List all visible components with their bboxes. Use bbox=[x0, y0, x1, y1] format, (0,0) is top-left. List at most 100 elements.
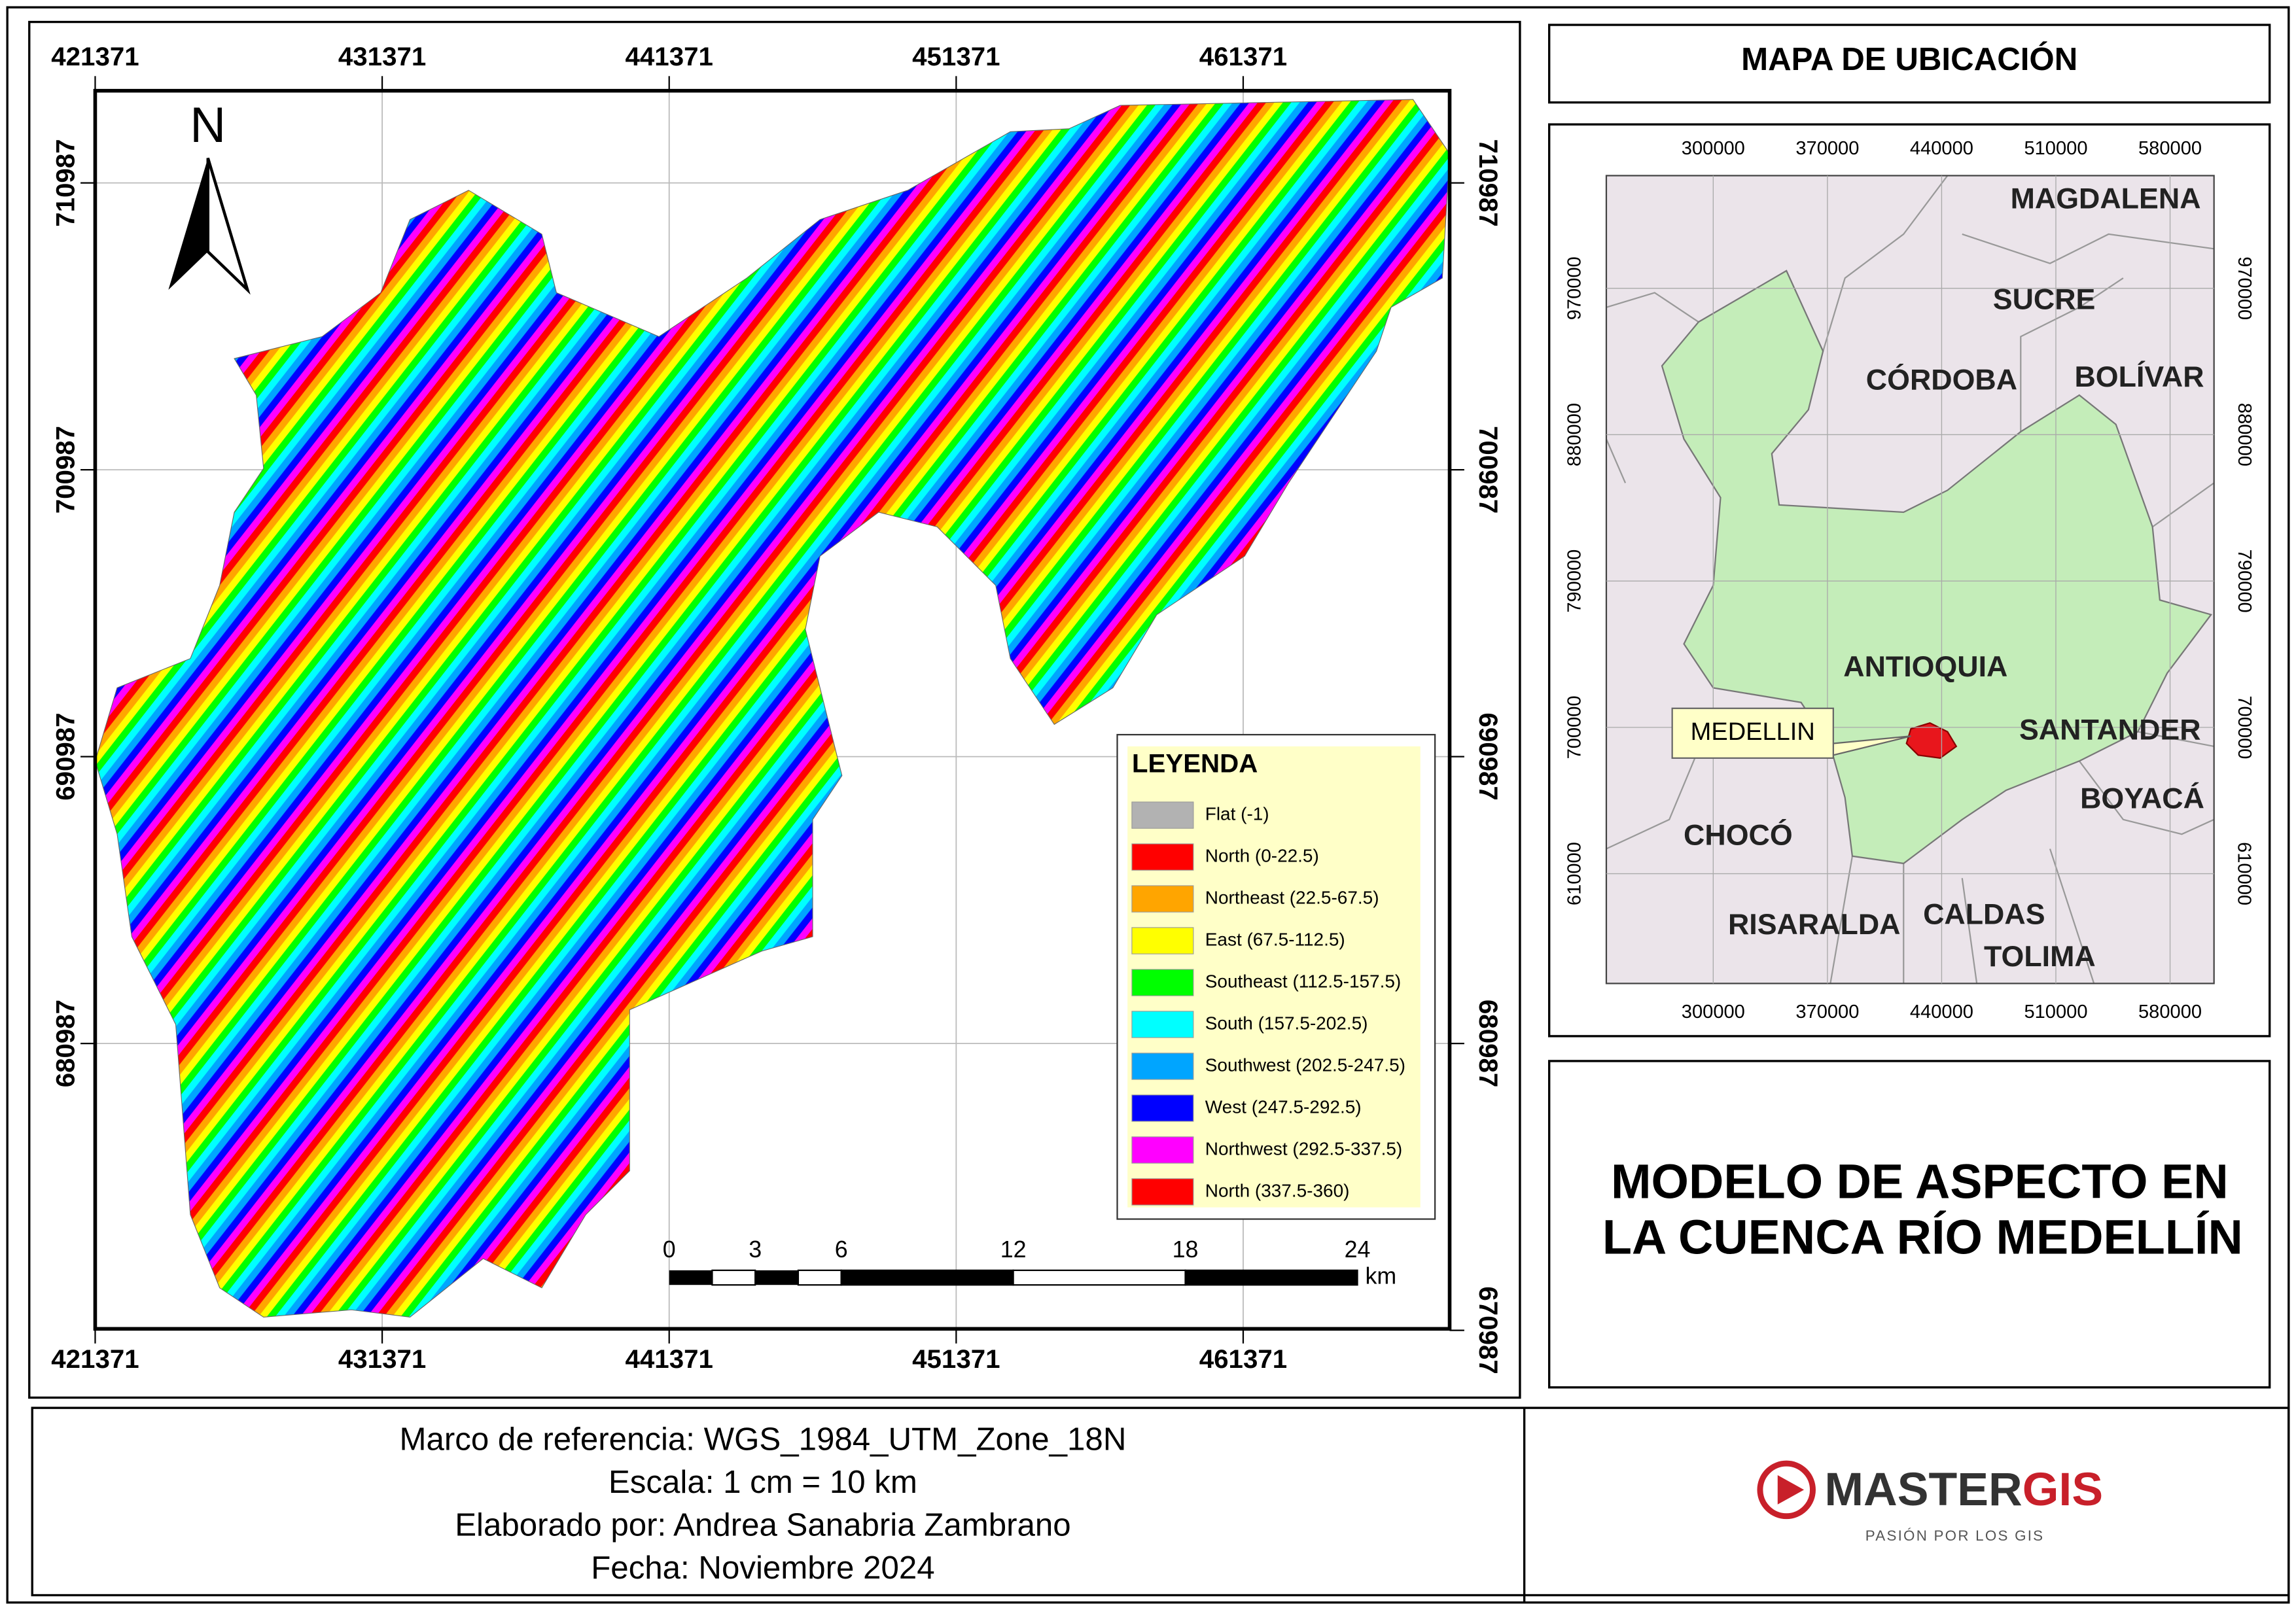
scale-segment bbox=[1012, 1269, 1186, 1286]
x-tick-label: 461371 bbox=[1199, 42, 1287, 71]
scale-unit: km bbox=[1365, 1263, 1396, 1289]
legend-label: East (67.5-112.5) bbox=[1205, 929, 1345, 949]
x-tick-label: 461371 bbox=[1199, 1344, 1287, 1374]
scale-label: 0 bbox=[663, 1236, 676, 1263]
logo-name-accent: GIS bbox=[2022, 1463, 2103, 1516]
legend-swatch bbox=[1131, 1053, 1194, 1080]
x-tick-label: 441371 bbox=[626, 1344, 713, 1374]
y-tick-label: 700987 bbox=[1474, 426, 1503, 514]
inset-x-label: 370000 bbox=[1795, 138, 1859, 159]
department-label: RISARALDA bbox=[1728, 908, 1901, 941]
inset-neatline bbox=[1605, 175, 2215, 985]
inset-y-label: 700000 bbox=[1564, 695, 1585, 759]
x-tick-label: 441371 bbox=[626, 42, 713, 71]
inset-map bbox=[1606, 175, 2214, 984]
legend-swatch bbox=[1131, 969, 1194, 996]
y-tick-label: 690987 bbox=[1474, 712, 1503, 800]
legend-label: South (157.5-202.5) bbox=[1205, 1013, 1368, 1033]
inset-x-label: 440000 bbox=[1910, 138, 1973, 159]
inset-x-label: 510000 bbox=[2024, 138, 2087, 159]
legend-swatch bbox=[1131, 1094, 1194, 1122]
department-label: CALDAS bbox=[1923, 898, 2045, 930]
y-tick-label: 670987 bbox=[1474, 1286, 1503, 1374]
inset-x-label: 440000 bbox=[1910, 1002, 1973, 1022]
legend-title: LEYENDA bbox=[1132, 749, 1258, 778]
footer-line: Elaborado por: Andrea Sanabria Zambrano bbox=[455, 1507, 1070, 1543]
y-tick-label: 710987 bbox=[51, 139, 80, 226]
inset-y-label: 790000 bbox=[2234, 550, 2255, 613]
scale-label: 12 bbox=[1000, 1236, 1027, 1263]
callout-box bbox=[1671, 707, 1834, 759]
legend-label: Northwest (292.5-337.5) bbox=[1205, 1138, 1402, 1159]
logo-name: MASTERGIS bbox=[1824, 1463, 2103, 1516]
inset-x-label: 580000 bbox=[2138, 1002, 2202, 1022]
department-label: CHOCÓ bbox=[1684, 818, 1793, 851]
legend-swatch bbox=[1131, 801, 1194, 829]
scale-segment bbox=[711, 1269, 756, 1286]
scale-label: 24 bbox=[1345, 1236, 1371, 1263]
logo-tagline: PASIÓN POR LOS GIS bbox=[1865, 1527, 2045, 1544]
inset-y-label: 610000 bbox=[1564, 842, 1585, 905]
x-tick-label: 431371 bbox=[338, 1344, 426, 1374]
north-arrow-left bbox=[168, 158, 208, 290]
footer-frame bbox=[31, 1406, 2290, 1597]
footer-line: Fecha: Noviembre 2024 bbox=[591, 1550, 934, 1586]
inset-y-label: 970000 bbox=[1564, 256, 1585, 320]
department-label: SUCRE bbox=[1993, 283, 2096, 316]
scale-label: 18 bbox=[1173, 1236, 1199, 1263]
scale-segment bbox=[840, 1269, 1014, 1286]
inset-y-label: 970000 bbox=[2234, 256, 2255, 320]
inset-y-label: 610000 bbox=[2234, 842, 2255, 905]
legend-label: Southeast (112.5-157.5) bbox=[1205, 971, 1401, 991]
map-neatline bbox=[93, 88, 1452, 1331]
scale-segment bbox=[669, 1270, 713, 1285]
department-label: SANTANDER bbox=[2019, 713, 2201, 746]
north-arrow: N bbox=[168, 97, 251, 295]
legend-label: North (337.5-360) bbox=[1205, 1180, 1350, 1200]
footer-line: Marco de referencia: WGS_1984_UTM_Zone_1… bbox=[399, 1422, 1126, 1457]
department-label: ANTIOQUIA bbox=[1843, 650, 2007, 683]
legend-label: North (0-22.5) bbox=[1205, 845, 1319, 865]
legend-label: Southwest (202.5-247.5) bbox=[1205, 1055, 1405, 1075]
legend-label: Northeast (22.5-67.5) bbox=[1205, 887, 1379, 907]
x-tick-label: 421371 bbox=[51, 1344, 139, 1374]
north-arrow-right bbox=[206, 157, 251, 295]
y-tick-label: 710987 bbox=[1474, 139, 1503, 226]
x-tick-label: 421371 bbox=[51, 42, 139, 71]
inset-x-label: 510000 bbox=[2024, 1002, 2087, 1022]
department-label: MAGDALENA bbox=[2011, 182, 2201, 215]
y-tick-label: 690987 bbox=[51, 712, 80, 800]
legend-swatch bbox=[1131, 927, 1194, 954]
x-tick-label: 451371 bbox=[912, 42, 1000, 71]
legend-swatch bbox=[1131, 885, 1194, 913]
legend-swatch bbox=[1131, 1136, 1194, 1164]
basin-aspect bbox=[95, 99, 1450, 1318]
inset-x-label: 580000 bbox=[2138, 138, 2202, 159]
department-label: CÓRDOBA bbox=[1866, 364, 2017, 396]
scale-segment bbox=[797, 1269, 842, 1286]
logo-name-main: MASTER bbox=[1824, 1463, 2022, 1516]
legend-swatch bbox=[1131, 1178, 1194, 1206]
inset-y-label: 790000 bbox=[1564, 550, 1585, 613]
legend-swatch bbox=[1131, 1011, 1194, 1038]
north-label: N bbox=[190, 97, 226, 153]
scale-segment bbox=[1184, 1269, 1358, 1286]
x-tick-label: 451371 bbox=[912, 1344, 1000, 1374]
x-tick-label: 431371 bbox=[338, 42, 426, 71]
map-frame bbox=[28, 20, 1521, 1399]
inset-x-label: 370000 bbox=[1795, 1002, 1859, 1022]
department-label: BOLÍVAR bbox=[2074, 360, 2204, 393]
inset-y-label: 880000 bbox=[2234, 403, 2255, 466]
inset-x-label: 300000 bbox=[1682, 1002, 1745, 1022]
scale-segment bbox=[755, 1270, 798, 1285]
medellin bbox=[1905, 722, 1958, 759]
legend-label: West (247.5-292.5) bbox=[1205, 1096, 1362, 1117]
logo: MASTERGIS PASIÓN POR LOS GIS bbox=[1757, 1460, 2103, 1544]
y-tick-label: 680987 bbox=[51, 1000, 80, 1087]
inset-title-box bbox=[1548, 24, 2271, 104]
department-label: BOYACÁ bbox=[2080, 782, 2204, 815]
title-box bbox=[1548, 1060, 2271, 1389]
scale-label: 3 bbox=[749, 1236, 762, 1263]
legend-label: Flat (-1) bbox=[1205, 803, 1269, 824]
